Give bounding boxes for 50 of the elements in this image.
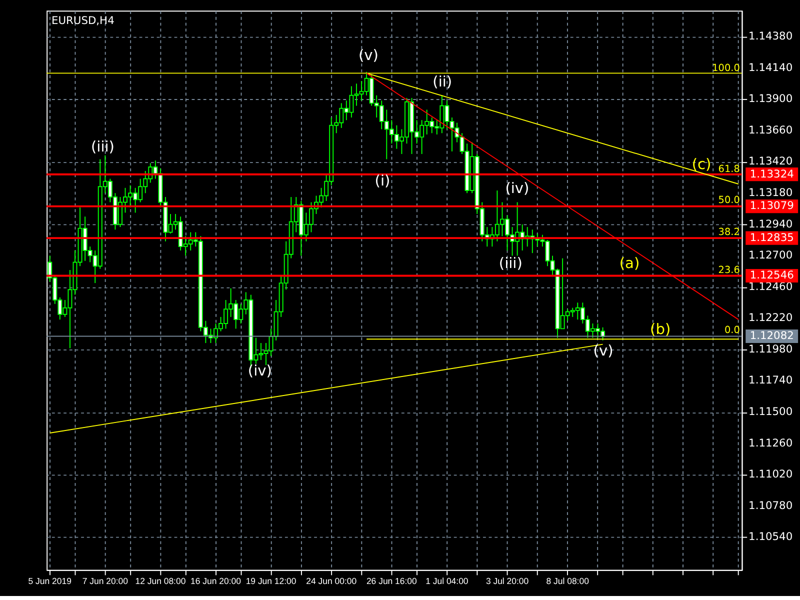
annotation: (iii)	[498, 254, 522, 272]
ref-line-label: 1.12082	[750, 329, 794, 342]
annotation: (iii)	[90, 138, 114, 156]
annotation: (iv)	[505, 180, 530, 198]
y-tick-label: 1.14380	[748, 30, 793, 43]
annotation: (c)	[692, 156, 712, 173]
chart-title: EURUSD,H4	[51, 14, 115, 28]
annotation: 61.8	[718, 164, 740, 175]
y-tick-label: 1.13180	[748, 186, 793, 200]
y-tick-label: 1.11980	[748, 342, 793, 356]
x-tick-label: 5 Jun 2019	[28, 576, 72, 586]
y-tick-label: 1.12460	[748, 280, 793, 293]
annotation: (iv)	[248, 362, 272, 380]
annotation: 23.6	[718, 264, 740, 276]
annotation: (i)	[374, 172, 390, 190]
x-tick-label: 12 Jun 08:00	[135, 576, 186, 586]
y-tick-label: 1.12940	[748, 217, 793, 230]
annotation: (v)	[358, 47, 378, 64]
annotation: (ii)	[432, 73, 452, 90]
annotation: 0.0	[724, 324, 740, 336]
annotation: 100.0	[712, 62, 740, 74]
x-tick-label: 1 Jul 04:00	[426, 576, 468, 586]
annotation: (a)	[619, 254, 640, 272]
ref-line-label: 1.13324	[750, 167, 794, 180]
y-tick-label: 1.11260	[748, 436, 793, 450]
x-tick-label: 7 Jun 20:00	[82, 576, 128, 586]
annotation: (b)	[650, 320, 671, 338]
ref-line-label: 1.13079	[750, 199, 794, 212]
y-tick-label: 1.11740	[748, 374, 793, 387]
x-tick-label: 19 Jun 12:00	[246, 576, 296, 586]
y-tick-label: 1.10780	[748, 498, 793, 512]
y-tick-label: 1.11500	[748, 405, 793, 418]
annotation: 38.2	[718, 226, 740, 238]
ref-line-label: 1.12835	[750, 231, 794, 244]
x-tick-label: 8 Jul 08:00	[546, 576, 590, 586]
y-tick-label: 1.12220	[748, 311, 793, 324]
x-tick-label: 26 Jun 16:00	[366, 576, 418, 586]
x-tick-label: 3 Jul 20:00	[486, 576, 529, 586]
y-tick-label: 1.13660	[748, 123, 793, 136]
y-tick-label: 1.10540	[748, 530, 793, 544]
x-tick-label: 16 Jun 20:00	[190, 576, 242, 586]
y-tick-label: 1.13420	[748, 154, 793, 168]
y-tick-label: 1.11020	[748, 468, 793, 481]
y-tick-label: 1.12700	[748, 248, 793, 262]
y-tick-label: 1.13900	[748, 92, 793, 106]
y-tick-label: 1.14140	[748, 60, 793, 74]
annotation: 50.0	[718, 194, 740, 206]
x-tick-label: 24 Jun 00:00	[306, 576, 357, 586]
ref-line-label: 1.12546	[750, 268, 794, 282]
annotation: (v)	[593, 342, 614, 360]
